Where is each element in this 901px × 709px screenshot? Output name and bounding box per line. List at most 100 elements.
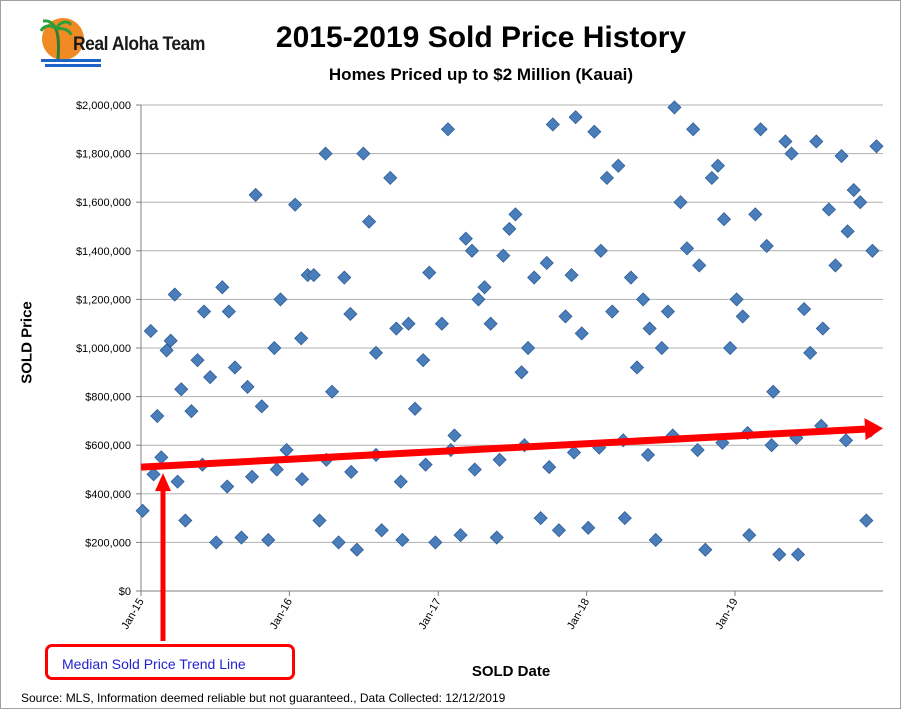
data-point bbox=[368, 345, 384, 360]
x-tick-label: Jan-18 bbox=[565, 597, 592, 632]
sun-palm-logo-icon bbox=[39, 18, 101, 67]
data-point bbox=[690, 442, 705, 458]
data-point bbox=[803, 345, 818, 360]
y-tick-label: $2,000,000 bbox=[76, 100, 131, 112]
data-point bbox=[254, 399, 269, 414]
data-point bbox=[648, 532, 663, 548]
data-point bbox=[809, 134, 824, 149]
gridlines bbox=[136, 104, 883, 596]
data-point bbox=[294, 331, 309, 346]
x-axis-label: SOLD Date bbox=[471, 663, 551, 680]
data-point bbox=[154, 450, 169, 465]
data-point bbox=[343, 306, 358, 322]
data-point bbox=[483, 316, 498, 331]
data-point bbox=[753, 122, 768, 137]
data-point bbox=[294, 472, 310, 487]
data-point bbox=[539, 255, 554, 271]
y-tick-label: $1,600,000 bbox=[76, 197, 131, 209]
trend-arrowhead bbox=[864, 418, 883, 441]
data-point bbox=[698, 542, 713, 557]
data-point bbox=[422, 265, 437, 280]
data-point bbox=[389, 321, 404, 336]
data-point bbox=[190, 353, 205, 368]
data-point bbox=[416, 353, 431, 368]
data-point bbox=[306, 268, 321, 283]
data-point bbox=[170, 474, 185, 489]
data-point bbox=[344, 464, 359, 479]
data-point bbox=[496, 248, 511, 263]
data-point bbox=[587, 124, 602, 139]
data-point bbox=[447, 428, 462, 443]
y-tick-label: $600,000 bbox=[85, 440, 131, 452]
data-point bbox=[764, 438, 779, 453]
data-point bbox=[267, 340, 282, 356]
data-point bbox=[859, 513, 874, 528]
data-point bbox=[542, 460, 557, 475]
data-point bbox=[545, 117, 560, 132]
data-point bbox=[393, 474, 408, 489]
data-point bbox=[636, 292, 651, 307]
data-point bbox=[527, 270, 542, 285]
data-point bbox=[477, 280, 492, 295]
data-point bbox=[840, 224, 855, 239]
x-tick-label: Jan-19 bbox=[713, 597, 740, 632]
y-tick-label: $1,200,000 bbox=[76, 294, 131, 306]
y-tick-label: $800,000 bbox=[85, 392, 131, 404]
data-point bbox=[568, 110, 583, 125]
data-point bbox=[742, 528, 757, 543]
data-point bbox=[660, 304, 675, 319]
data-point bbox=[654, 340, 669, 356]
data-point bbox=[710, 158, 725, 173]
data-point bbox=[828, 258, 843, 273]
data-point bbox=[434, 316, 449, 331]
callout-text: Median Sold Price Trend Line bbox=[62, 656, 246, 672]
trend-line-callout: Median Sold Price Trend Line bbox=[45, 644, 295, 680]
data-points bbox=[135, 100, 884, 562]
data-point bbox=[150, 408, 165, 424]
data-point bbox=[846, 182, 861, 198]
data-point bbox=[564, 268, 579, 283]
data-point bbox=[167, 287, 182, 302]
data-point bbox=[135, 503, 150, 518]
data-point bbox=[784, 146, 799, 161]
data-point bbox=[178, 513, 193, 528]
data-point bbox=[686, 122, 701, 137]
data-point bbox=[629, 360, 645, 375]
data-point bbox=[273, 292, 288, 307]
data-point bbox=[623, 270, 638, 285]
data-point bbox=[790, 547, 806, 562]
data-point bbox=[325, 384, 340, 399]
data-point bbox=[331, 535, 346, 550]
y-tick-label: $1,800,000 bbox=[76, 149, 131, 161]
data-point bbox=[220, 479, 235, 494]
data-point bbox=[163, 333, 178, 348]
data-point bbox=[716, 212, 732, 227]
source-note: Source: MLS, Information deemed reliable… bbox=[21, 691, 506, 705]
data-point bbox=[407, 401, 423, 416]
data-point bbox=[759, 238, 774, 254]
data-point bbox=[640, 447, 656, 462]
data-point bbox=[729, 292, 744, 307]
y-tick-label: $400,000 bbox=[85, 489, 131, 501]
data-point bbox=[558, 309, 573, 324]
data-point bbox=[401, 316, 416, 331]
data-point bbox=[349, 542, 364, 557]
data-point bbox=[318, 146, 333, 161]
data-point bbox=[467, 462, 482, 477]
data-point bbox=[514, 365, 529, 380]
data-point bbox=[815, 321, 830, 336]
data-point bbox=[865, 243, 880, 258]
data-point bbox=[492, 452, 507, 467]
data-point bbox=[667, 100, 682, 115]
data-point bbox=[838, 433, 854, 448]
data-point bbox=[203, 370, 218, 385]
data-point bbox=[692, 258, 707, 273]
data-point bbox=[673, 195, 688, 210]
data-point bbox=[184, 404, 199, 419]
data-point bbox=[174, 382, 189, 397]
data-point bbox=[581, 520, 596, 535]
data-point bbox=[766, 384, 781, 399]
data-point bbox=[458, 231, 473, 246]
data-point bbox=[288, 197, 303, 212]
data-point bbox=[471, 292, 486, 307]
